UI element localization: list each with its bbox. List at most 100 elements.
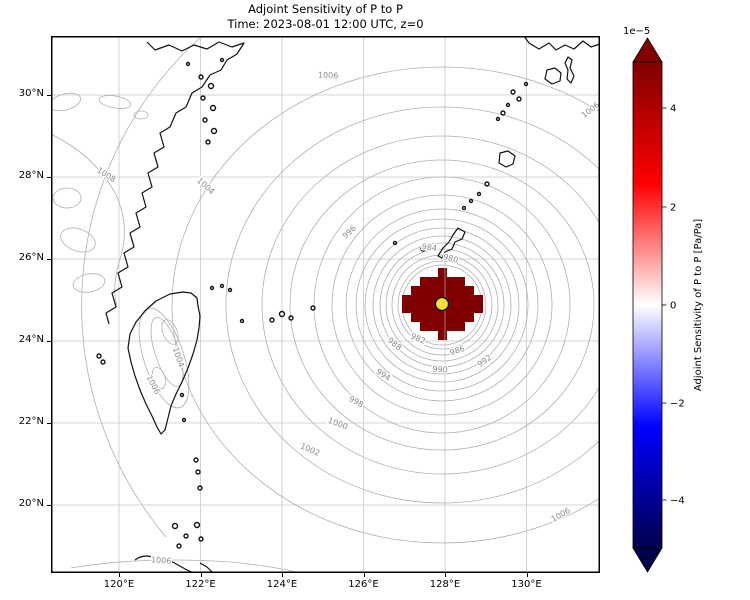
x-tick-mark (119, 573, 120, 577)
island (209, 285, 215, 291)
island (219, 283, 225, 289)
x-tick-label: 128°E (429, 579, 461, 590)
x-tick-label: 122°E (185, 579, 216, 590)
isobar-982 (391, 254, 493, 356)
contour-loop (60, 227, 96, 253)
x-tick-mark (445, 573, 446, 577)
x-tick-label: 124°E (266, 579, 298, 590)
sensitivity-cell-row (420, 277, 465, 286)
isobar-992 (355, 218, 529, 392)
contour-label: 994 (374, 367, 392, 383)
chart-title: Adjoint Sensitivity of P to P (248, 2, 403, 16)
contour-label: 1008 (95, 166, 117, 184)
contour-loop (138, 307, 190, 409)
island (210, 127, 218, 135)
contour-label: 1006 (151, 555, 172, 565)
island (484, 181, 490, 187)
colorbar-offset-label: 1e−5 (623, 26, 650, 37)
sensitivity-cell-row (438, 331, 447, 340)
chart-subtitle: Time: 2023-08-01 12:00 UTC, z=0 (227, 17, 424, 31)
y-tick-mark (47, 177, 51, 178)
x-tick-mark (282, 573, 283, 577)
island (193, 521, 201, 529)
chart-title-block: Adjoint Sensitivity of P to P Time: 2023… (51, 2, 600, 32)
island (227, 287, 233, 293)
island (288, 315, 294, 321)
isobar-996 (331, 194, 553, 416)
island (510, 89, 516, 95)
y-tick-label: 22°N (18, 416, 44, 427)
island (310, 305, 316, 311)
x-tick-label: 130°E (511, 579, 542, 590)
contour-loop (52, 187, 82, 209)
island (468, 198, 474, 204)
sensitivity-cell-row (438, 268, 447, 277)
island (197, 485, 203, 491)
colorbar-tick-label: 2 (670, 203, 676, 214)
contour-label: 988 (386, 336, 404, 353)
y-tick-mark (47, 423, 51, 424)
isobar-988 (372, 235, 512, 375)
contour-line (70, 559, 302, 574)
island (185, 61, 191, 67)
contour-loop (72, 273, 106, 293)
island (420, 246, 426, 252)
contour-label: 986 (449, 344, 466, 357)
island (193, 457, 199, 463)
contour-loop (49, 92, 81, 112)
contour-label: 998 (347, 394, 365, 409)
colorbar-extend-min-arrow (632, 547, 663, 573)
island (278, 310, 286, 318)
y-tick-mark (47, 259, 51, 260)
contour-label: 982 (409, 331, 427, 345)
contour-loop (133, 110, 149, 120)
contour-label: 984 (421, 242, 437, 253)
colorbar-tick-label: 0 (670, 301, 676, 312)
coastline (498, 150, 516, 168)
island (96, 353, 102, 359)
island (516, 96, 522, 102)
contour-loop (151, 366, 167, 390)
colorbar-tick-label: −4 (670, 496, 685, 507)
typhoon-center-marker (434, 296, 450, 312)
x-tick-label: 120°E (103, 579, 135, 590)
y-tick-label: 26°N (18, 252, 44, 263)
isobar-998 (313, 176, 571, 434)
sensitivity-cell-row (411, 286, 474, 295)
y-tick-label: 30°N (18, 88, 44, 99)
sensitivity-cell-row (420, 322, 465, 331)
coastline (127, 291, 201, 435)
island (202, 117, 208, 123)
map-frame: 980 984 982 986 988 990 992 994 996 998 1000 1002 10… (49, 35, 713, 574)
y-tick-mark (47, 341, 51, 342)
sensitivity-cell-row (411, 313, 474, 322)
island (269, 317, 275, 323)
isobar-980 (397, 260, 487, 350)
island (176, 543, 182, 549)
island (100, 359, 106, 365)
x-tick-mark (200, 573, 202, 577)
island (209, 104, 217, 112)
contour-loop (98, 95, 132, 109)
island (392, 240, 398, 246)
isobar-1000 (289, 159, 595, 451)
isobar-994 (345, 208, 539, 402)
y-tick-label: 20°N (18, 498, 44, 509)
island (198, 536, 204, 542)
contour-line (50, 133, 125, 307)
isobar-986 (379, 242, 505, 368)
contour-loop (150, 317, 184, 387)
island (195, 469, 201, 475)
contour-label: 1004 (171, 346, 186, 368)
contour-loop (161, 319, 179, 345)
island (239, 318, 245, 324)
coastline (199, 562, 214, 574)
island (181, 417, 187, 423)
island (500, 110, 506, 116)
colorbar-tick-label: −2 (670, 399, 685, 410)
island (523, 81, 529, 87)
contour-label: 1006 (144, 374, 162, 396)
island (198, 74, 204, 80)
colorbar-gradient-bar (632, 61, 663, 549)
